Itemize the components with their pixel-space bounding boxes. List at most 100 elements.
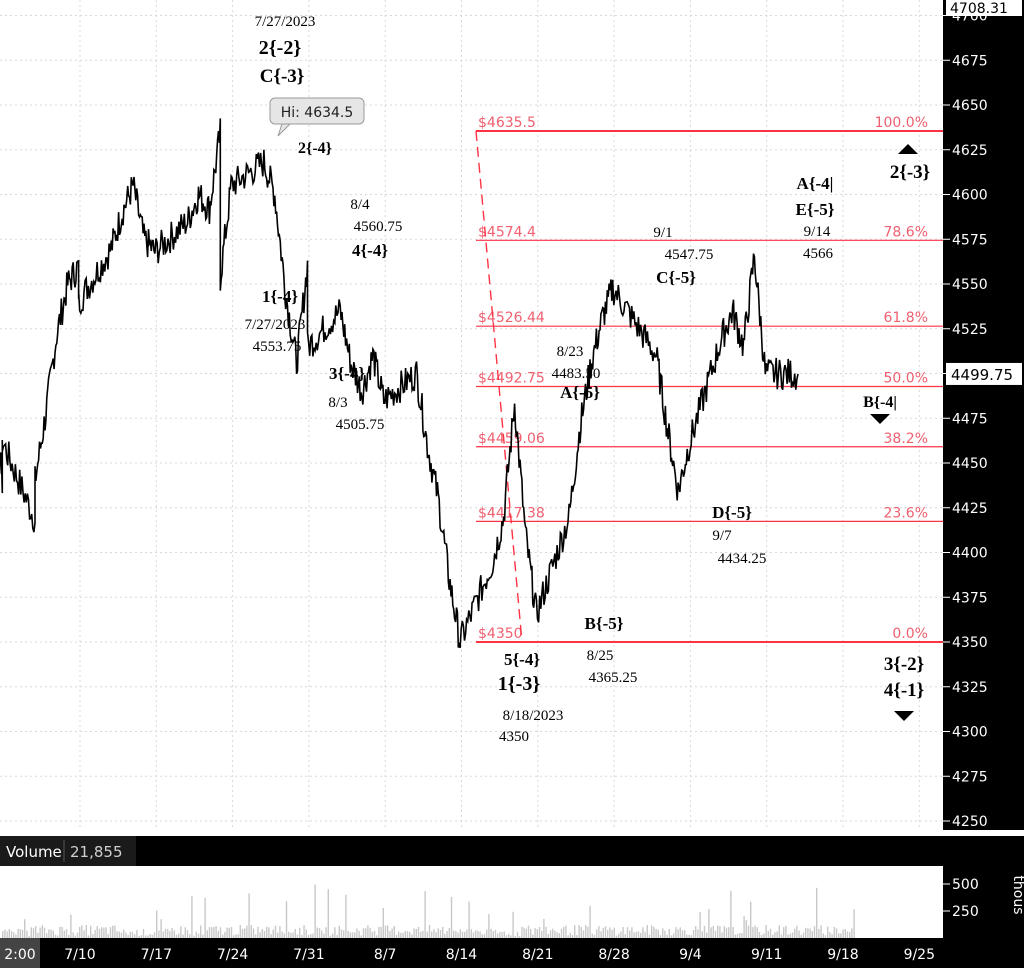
volume-bar <box>783 927 785 938</box>
volume-bar <box>547 934 549 938</box>
volume-bar <box>369 928 371 938</box>
volume-bar <box>285 901 288 938</box>
volume-bar <box>563 927 565 938</box>
volume-bar <box>274 925 277 938</box>
volume-bar <box>640 932 642 938</box>
volume-bar <box>433 928 435 938</box>
grid-lines <box>0 0 943 830</box>
volume-bar <box>281 931 283 938</box>
volume-bar <box>853 909 855 938</box>
wave-annotation: B{-5} <box>585 614 624 633</box>
volume-bar <box>409 932 411 938</box>
volume-bar <box>772 934 774 938</box>
volume-bar <box>10 930 13 938</box>
volume-bar <box>580 927 582 938</box>
volume-bar <box>468 901 470 938</box>
volume-bar <box>523 927 525 938</box>
volume-bar <box>437 928 439 938</box>
wave-annotation: 4{-1} <box>884 680 924 701</box>
wave-annotation: A{-5} <box>560 383 600 402</box>
fib-price-label: $4574.4 <box>478 224 536 240</box>
volume-bar <box>494 929 497 938</box>
volume-bar <box>206 930 208 938</box>
volume-bar <box>835 928 838 938</box>
volume-bar <box>840 933 842 938</box>
volume-bar <box>169 931 171 938</box>
volume-bar <box>780 934 783 938</box>
volume-bar <box>512 911 514 938</box>
volume-bar <box>549 930 552 938</box>
volume-bar <box>147 935 149 938</box>
volume-bar <box>380 926 382 938</box>
fib-pct-label: 50.0% <box>884 370 928 386</box>
volume-bar <box>149 933 151 938</box>
price-line <box>0 118 799 649</box>
volume-bar <box>391 928 393 938</box>
volume-bar <box>600 931 602 938</box>
volume-bar <box>24 919 26 938</box>
volume-bar <box>153 932 156 938</box>
volume-bar <box>387 925 389 938</box>
wave-annotation: 2{-3} <box>890 162 930 183</box>
volume-bar <box>37 932 39 938</box>
volume-bar <box>527 925 530 938</box>
volume-bar <box>360 935 362 938</box>
volume-bar <box>552 928 554 938</box>
volume-bar <box>57 935 59 938</box>
wave-annotation: C{-5} <box>656 268 696 287</box>
volume-bar <box>107 934 109 938</box>
volume-bar <box>351 932 354 938</box>
volume-bar <box>224 931 226 938</box>
volume-bar <box>464 931 466 938</box>
fib-pct-label: 78.6% <box>884 224 928 240</box>
volume-bar <box>695 926 697 938</box>
volume-bar <box>237 934 239 938</box>
volume-bar <box>74 935 76 938</box>
volume-bar <box>193 935 195 938</box>
volume-bar <box>842 929 844 938</box>
last-price-label: 4499.75 <box>951 366 1013 384</box>
volume-bar <box>340 929 343 938</box>
volume-bar <box>453 930 455 938</box>
volume-bar <box>81 925 83 938</box>
volume-bar <box>591 933 593 938</box>
volume-bar <box>21 929 24 938</box>
volume-bar <box>796 925 798 938</box>
volume-bar <box>633 932 635 938</box>
volume-bar <box>393 926 395 938</box>
wave-annotation: 4434.25 <box>718 551 767 567</box>
volume-bar <box>39 927 41 938</box>
volume-bar <box>263 931 266 938</box>
volume-bar <box>712 926 714 938</box>
price-tick-label: 4575 <box>952 232 988 248</box>
volume-bar <box>204 897 206 938</box>
volume-bar <box>809 928 811 938</box>
wave-annotation: 4560.75 <box>354 219 403 235</box>
volume-tick-label: 500 <box>952 877 979 893</box>
wave-annotation: 2{-4} <box>298 140 332 157</box>
volume-bar <box>162 931 164 938</box>
fibonacci-retracement: $4635.5 100.0% $4574.4 78.6% $4526.44 61.8% $4… <box>475 115 943 643</box>
volume-bar <box>490 928 492 938</box>
volume-bar <box>459 929 461 938</box>
volume-bar <box>675 927 677 938</box>
volume-bar <box>488 914 490 938</box>
fib-pct-label: 23.6% <box>884 505 928 521</box>
volume-bar <box>508 933 510 938</box>
volume-bar <box>754 925 756 938</box>
wave-annotation: 3{-4} <box>329 364 365 383</box>
volume-bar <box>673 933 675 938</box>
volume-bar <box>794 928 796 938</box>
price-tick-label: 4425 <box>952 501 988 517</box>
volume-bar <box>728 927 730 938</box>
volume-bar <box>87 935 90 938</box>
volume-bar <box>807 928 809 938</box>
volume-bar <box>288 931 290 938</box>
volume-bar <box>743 916 745 938</box>
volume-bar <box>486 929 488 938</box>
wave-annotation: C{-3} <box>260 66 305 87</box>
volume-bars <box>2 884 855 938</box>
volume-bar <box>530 929 532 938</box>
price-tick-label: 4675 <box>952 53 988 69</box>
